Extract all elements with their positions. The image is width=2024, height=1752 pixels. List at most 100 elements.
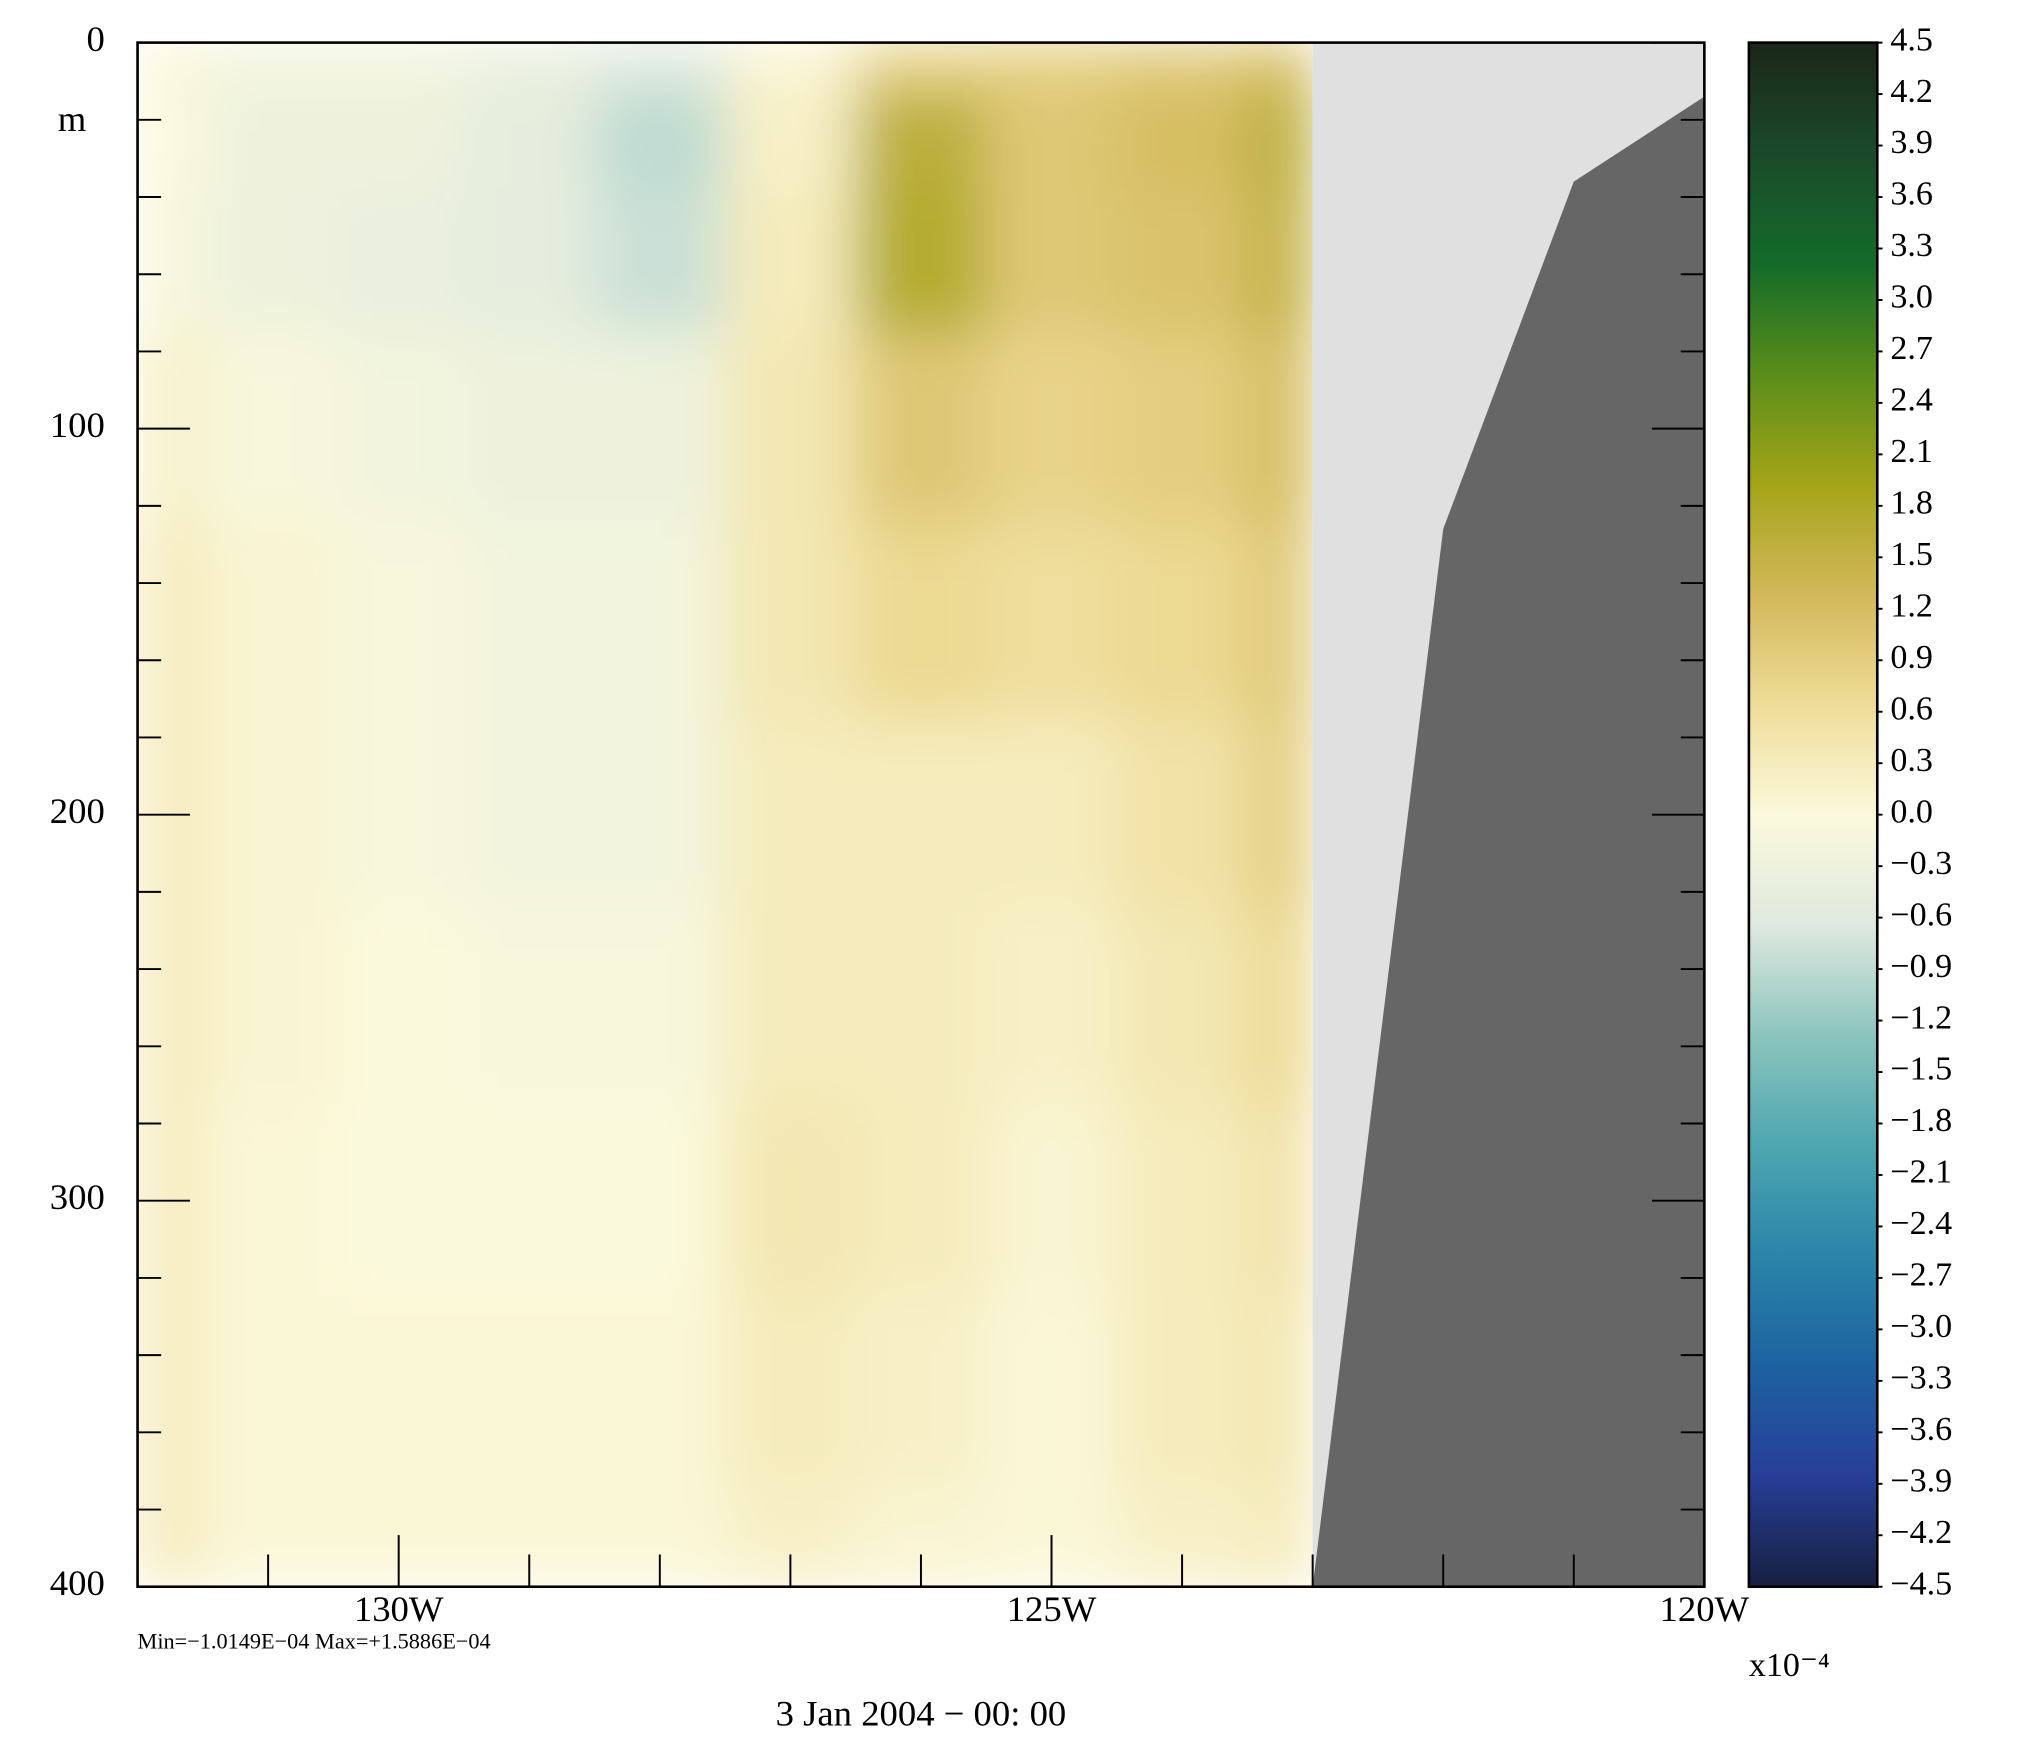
field-cell xyxy=(594,1297,726,1491)
colorbar-tick-label: 0.6 xyxy=(1890,691,1933,728)
field-cell xyxy=(333,1297,465,1491)
field-cell xyxy=(1247,1297,1313,1491)
field-cell xyxy=(855,90,987,189)
field-cell xyxy=(986,90,1118,189)
field-cell xyxy=(137,90,204,189)
field-cell xyxy=(1247,332,1313,526)
field-cell xyxy=(594,718,726,912)
field-cell xyxy=(202,718,335,912)
field-cell xyxy=(986,42,1118,92)
colorbar-tick-label: 2.7 xyxy=(1890,330,1933,367)
colorbar-tick-label: 0.9 xyxy=(1890,639,1933,676)
field-cell xyxy=(202,332,335,526)
colorbar-tick-label: 3.3 xyxy=(1890,227,1933,264)
colorbar-tick-label: 1.2 xyxy=(1890,588,1933,625)
colorbar-tick-label: −0.6 xyxy=(1890,897,1952,934)
y-tick-label: 100 xyxy=(50,405,105,445)
field-cell xyxy=(1247,187,1313,333)
field-cell xyxy=(463,911,596,1105)
field-cell xyxy=(594,90,726,189)
colorbar-tick-label: 0.0 xyxy=(1890,794,1933,831)
colorbar-tick-label: −2.4 xyxy=(1890,1205,1952,1242)
field-cell xyxy=(855,332,987,526)
field-cell xyxy=(1116,42,1249,92)
field-cell xyxy=(725,90,857,189)
field-cell xyxy=(333,90,465,189)
field-cell xyxy=(725,332,857,526)
field-cell xyxy=(202,525,335,719)
field-cell xyxy=(137,911,204,1105)
colorbar-tick-label: −1.5 xyxy=(1890,1051,1952,1088)
colorbar-tick-label: −4.2 xyxy=(1890,1514,1952,1551)
field-cell xyxy=(594,42,726,92)
field-cell xyxy=(855,1104,987,1298)
field-cell xyxy=(594,1104,726,1298)
colorbar-tick-label: −3.3 xyxy=(1890,1360,1952,1397)
field-cell xyxy=(1116,718,1249,912)
field-cell xyxy=(1247,1104,1313,1298)
field-cell xyxy=(986,911,1118,1105)
colorbar-tick-label: 3.6 xyxy=(1890,176,1933,213)
field-cell xyxy=(1116,90,1249,189)
colorbar xyxy=(1747,41,1879,1589)
field-cell xyxy=(1116,1297,1249,1491)
field-cell xyxy=(333,42,465,92)
y-unit-label: m xyxy=(58,99,87,139)
field-cell xyxy=(855,525,987,719)
field-cell xyxy=(333,332,465,526)
colorbar-tick-label: 0.3 xyxy=(1890,742,1933,779)
field-cell xyxy=(202,42,335,92)
field-cell xyxy=(463,718,596,912)
field-cell xyxy=(137,525,204,719)
colorbar-tick-label: 2.4 xyxy=(1890,382,1933,419)
field-cell xyxy=(333,1104,465,1298)
field-cell xyxy=(986,332,1118,526)
colorbar-tick-label: −1.8 xyxy=(1890,1102,1952,1139)
y-tick-label: 400 xyxy=(50,1563,105,1603)
x-tick-label: 125W xyxy=(1007,1589,1097,1629)
field-cell xyxy=(1247,911,1313,1105)
field-cell xyxy=(986,525,1118,719)
colorbar-tick-label: 1.5 xyxy=(1890,536,1933,573)
field-cell xyxy=(725,525,857,719)
field-cell xyxy=(594,525,726,719)
field-cell xyxy=(1116,911,1249,1105)
field-cell xyxy=(1247,42,1313,92)
field-cell xyxy=(855,42,987,92)
colorbar-tick-label: 4.5 xyxy=(1890,22,1933,59)
colorbar-tick-label: −3.6 xyxy=(1890,1411,1952,1448)
y-tick-label: 300 xyxy=(50,1177,105,1217)
colorbar-tick-label: 3.0 xyxy=(1890,279,1933,316)
colorbar-tick-label: −2.7 xyxy=(1890,1257,1952,1294)
field-cell xyxy=(333,525,465,719)
field-cell xyxy=(594,332,726,526)
colorbar-tick-label: 3.9 xyxy=(1890,124,1933,161)
field-cell xyxy=(594,911,726,1105)
field-cell xyxy=(1116,1104,1249,1298)
field-cell xyxy=(855,1297,987,1491)
colorbar-tick-label: 4.2 xyxy=(1890,73,1933,110)
colorbar-tick-label: −1.2 xyxy=(1890,999,1952,1036)
colorbar-tick-label: −3.0 xyxy=(1890,1308,1952,1345)
field-cell xyxy=(202,90,335,189)
field-cell xyxy=(202,1104,335,1298)
time-label: 3 Jan 2004 − 00: 00 xyxy=(776,1694,1067,1734)
colorbar-tick-label: −2.1 xyxy=(1890,1154,1952,1191)
field-cell xyxy=(986,718,1118,912)
colorbar-tick-label: −0.3 xyxy=(1890,845,1952,882)
field-cell xyxy=(202,911,335,1105)
field-cell xyxy=(333,911,465,1105)
field-cell xyxy=(463,42,596,92)
field-cell xyxy=(725,42,857,92)
field-cell xyxy=(1116,332,1249,526)
field-cell xyxy=(1247,90,1313,189)
field-cell xyxy=(1247,1490,1313,1587)
colorbar-scale-label: x10⁻⁴ xyxy=(1749,1647,1830,1684)
field-cell xyxy=(333,718,465,912)
field-cell xyxy=(725,187,857,333)
field-cell xyxy=(137,187,204,333)
x-tick-label: 120W xyxy=(1660,1589,1750,1629)
land xyxy=(1312,96,1705,1587)
colorbar-tick-label: −0.9 xyxy=(1890,948,1952,985)
